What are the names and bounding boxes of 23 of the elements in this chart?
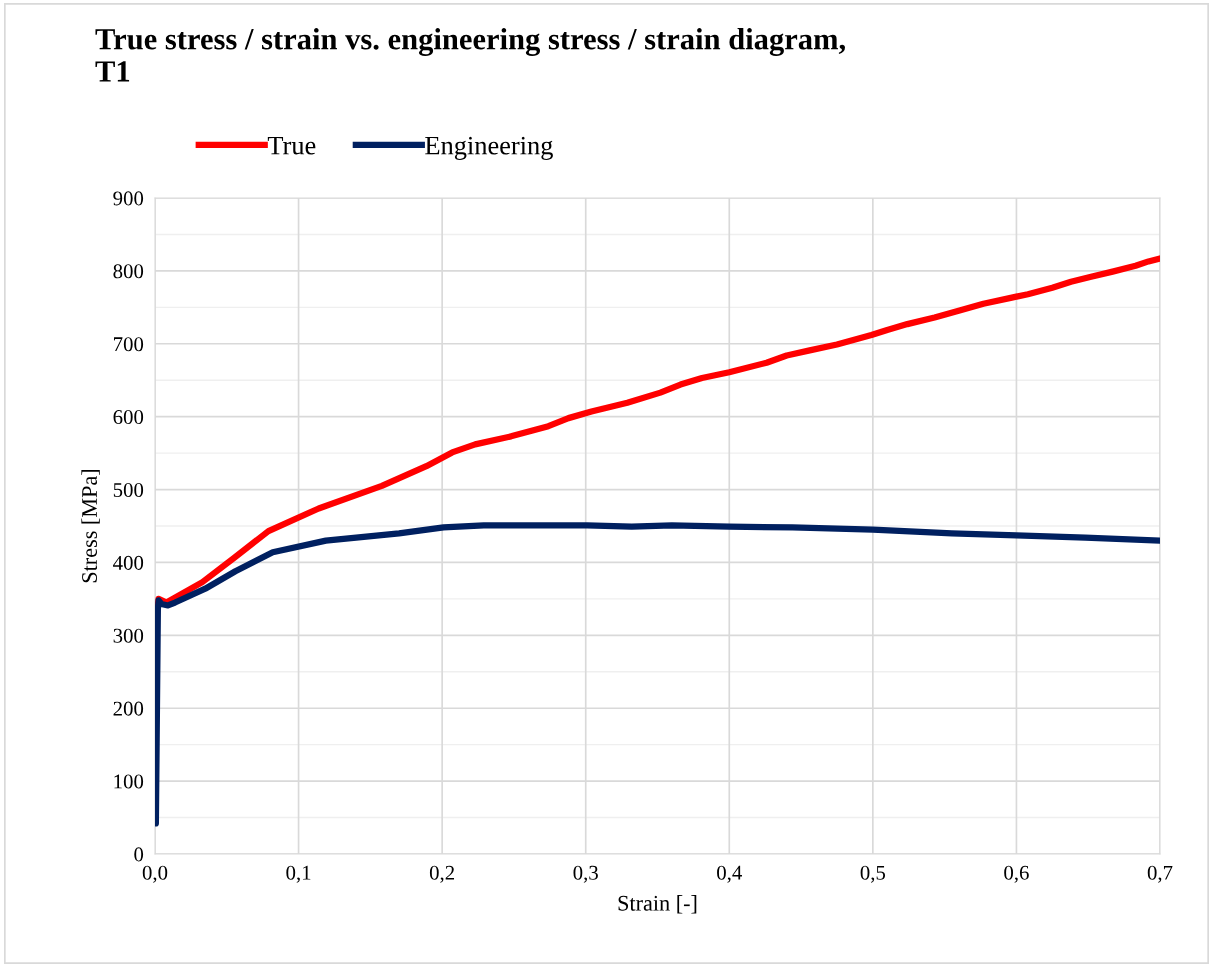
y-tick-label: 600 [113,410,144,425]
x-tick-label: 0,0 [142,865,168,883]
y-tick-label: 400 [113,555,144,570]
x-tick-label: 0,2 [429,865,455,883]
y-tick-label: 300 [113,628,144,643]
x-tick-label: 0,3 [573,865,598,883]
y-tick-label: 200 [113,701,144,716]
x-tick-label: 0,6 [1004,865,1029,883]
y-tick-label: 800 [113,264,144,279]
y-tick-label: 100 [114,774,144,789]
x-tick-label: 0,1 [286,865,311,883]
chart-title: True stress / strain vs. engineering stress / strain diagram, T1 [95,28,845,82]
y-tick-label: 900 [113,191,144,206]
x-tick-label: 0,4 [717,865,742,883]
y-axis-title: Stress [MPa] [81,469,100,583]
x-axis-title: Strain [-] [618,895,697,914]
y-tick-label: 500 [113,482,144,497]
x-tick-label: 0,7 [1147,865,1173,883]
y-tick-label: 700 [114,337,144,352]
legend-label: Engineering [425,136,553,160]
y-tick-label: 0 [134,847,144,862]
legend-label: True [267,136,316,155]
x-tick-label: 0,5 [860,865,886,883]
